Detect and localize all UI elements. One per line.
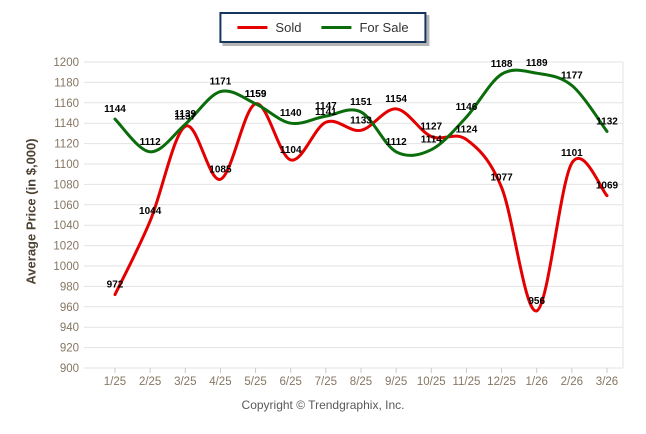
y-tick-label: 1180 (54, 77, 79, 89)
y-axis-title: Average Price (in $,000) (23, 138, 39, 285)
x-tick-label: 6/25 (280, 376, 302, 388)
x-tick-label: 2/26 (561, 376, 583, 388)
y-tick-label: 940 (60, 322, 79, 334)
data-label: 1147 (315, 101, 337, 112)
data-label: 1159 (245, 89, 267, 100)
legend-item-sold: Sold (237, 20, 301, 35)
x-tick-label: 10/25 (417, 376, 446, 388)
copyright-text: Copyright © Trendgraphix, Inc. (241, 398, 405, 412)
y-tick-label: 900 (60, 363, 79, 375)
y-tick-label: 920 (60, 343, 79, 355)
data-label: 1144 (104, 104, 126, 115)
data-label: 1151 (350, 97, 372, 108)
x-tick-label: 12/25 (487, 376, 516, 388)
legend-label-for-sale: For Sale (359, 20, 409, 35)
data-label: 1171 (210, 77, 232, 88)
data-label: 1154 (385, 94, 407, 105)
data-label: 1127 (420, 121, 442, 132)
x-tick-label: 1/25 (104, 376, 126, 388)
x-tick-label: 9/25 (385, 376, 407, 388)
data-label: 1133 (350, 115, 372, 126)
y-tick-label: 1000 (53, 261, 79, 273)
data-label: 1114 (421, 135, 443, 146)
y-tick-label: 1020 (53, 241, 79, 253)
y-tick-label: 1060 (53, 200, 79, 212)
legend-item-for-sale: For Sale (321, 20, 409, 35)
y-tick-label: 980 (60, 281, 79, 293)
x-tick-label: 7/25 (315, 376, 337, 388)
y-tick-label: 1120 (54, 139, 79, 151)
x-tick-label: 3/25 (174, 376, 196, 388)
data-label: 1112 (140, 137, 162, 148)
y-tick-label: 960 (60, 302, 79, 314)
data-label: 1140 (280, 108, 302, 119)
data-label: 1141 (315, 107, 337, 118)
x-tick-label: 11/25 (452, 376, 480, 388)
x-tick-label: 1/26 (526, 376, 548, 388)
series-line-sold (113, 102, 609, 313)
y-tick-label: 1200 (53, 57, 79, 69)
y-tick-label: 1160 (54, 98, 79, 110)
data-label: 1159 (245, 89, 267, 100)
data-label: 1112 (386, 137, 408, 148)
data-label: 1188 (491, 59, 513, 70)
x-tick-label: 4/25 (209, 376, 231, 388)
x-tick-label: 8/25 (350, 376, 372, 388)
y-tick-label: 1140 (54, 118, 79, 130)
data-label: 1177 (561, 70, 583, 81)
data-label: 1104 (280, 145, 302, 156)
x-tick-label: 2/25 (139, 376, 161, 388)
for-sale-line-swatch (321, 26, 352, 29)
series-line-for-sale (113, 68, 609, 157)
sold-line-swatch (237, 26, 268, 29)
legend: Sold For Sale (219, 12, 427, 43)
data-label: 1077 (490, 172, 513, 183)
data-label: 956 (528, 296, 545, 307)
data-label: 1069 (596, 181, 619, 192)
data-label: 1132 (596, 116, 618, 127)
data-label: 1044 (139, 206, 162, 217)
data-label: 1137 (174, 111, 196, 122)
x-tick-label: 3/26 (596, 376, 618, 388)
y-tick-label: 1040 (53, 220, 79, 232)
x-tick-label: 5/25 (244, 376, 266, 388)
y-tick-label: 1080 (53, 179, 79, 191)
data-label: 1085 (209, 164, 232, 175)
y-tick-label: 1100 (54, 159, 79, 171)
data-label: 1124 (456, 125, 478, 136)
data-label: 1139 (174, 109, 196, 120)
data-label: 972 (107, 280, 124, 291)
data-label: 1101 (561, 148, 583, 159)
data-label: 1146 (456, 102, 478, 113)
legend-label-sold: Sold (275, 20, 302, 35)
data-label: 1189 (526, 58, 548, 69)
